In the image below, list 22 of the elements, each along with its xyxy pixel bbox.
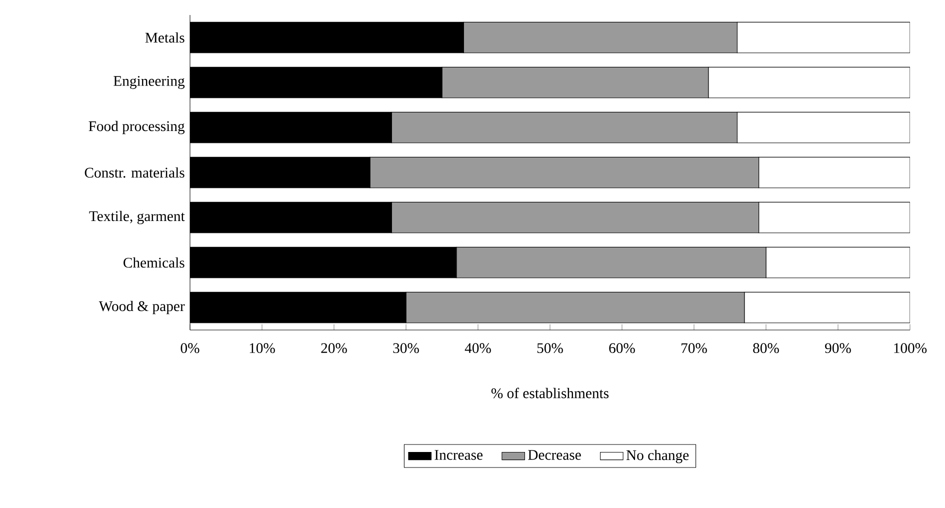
x-tick-label: 80%	[753, 343, 779, 354]
y-tick-label: Engineering	[114, 76, 185, 89]
y-tick-label: Constr. materials	[84, 167, 184, 178]
x-tick-label: 70%	[682, 343, 707, 354]
legend-label: No change	[626, 450, 689, 464]
y-tick-label: Textile, garment	[89, 210, 185, 224]
x-tick-label: 0%	[180, 343, 200, 354]
y-tick-label: Food processing	[88, 120, 185, 134]
y-tick-label: Wood & paper	[98, 300, 185, 314]
x-tick-label: 90%	[825, 343, 851, 354]
y-tick-label: Metals	[145, 32, 184, 43]
legend-label: Increase	[434, 450, 483, 460]
legend-label: Decrease	[528, 450, 581, 460]
x-axis-title: % of establishments	[491, 388, 609, 398]
x-tick-label: 50%	[537, 343, 563, 354]
x-tick-label: 40%	[464, 343, 491, 354]
x-tick-label: 10%	[250, 343, 275, 354]
y-tick-label: Chemicals	[124, 257, 184, 268]
x-tick-label: 30%	[393, 343, 419, 354]
x-tick-label: 20%	[321, 343, 347, 354]
x-tick-label: 60%	[609, 343, 635, 354]
x-tick-label: 100%	[894, 343, 927, 354]
